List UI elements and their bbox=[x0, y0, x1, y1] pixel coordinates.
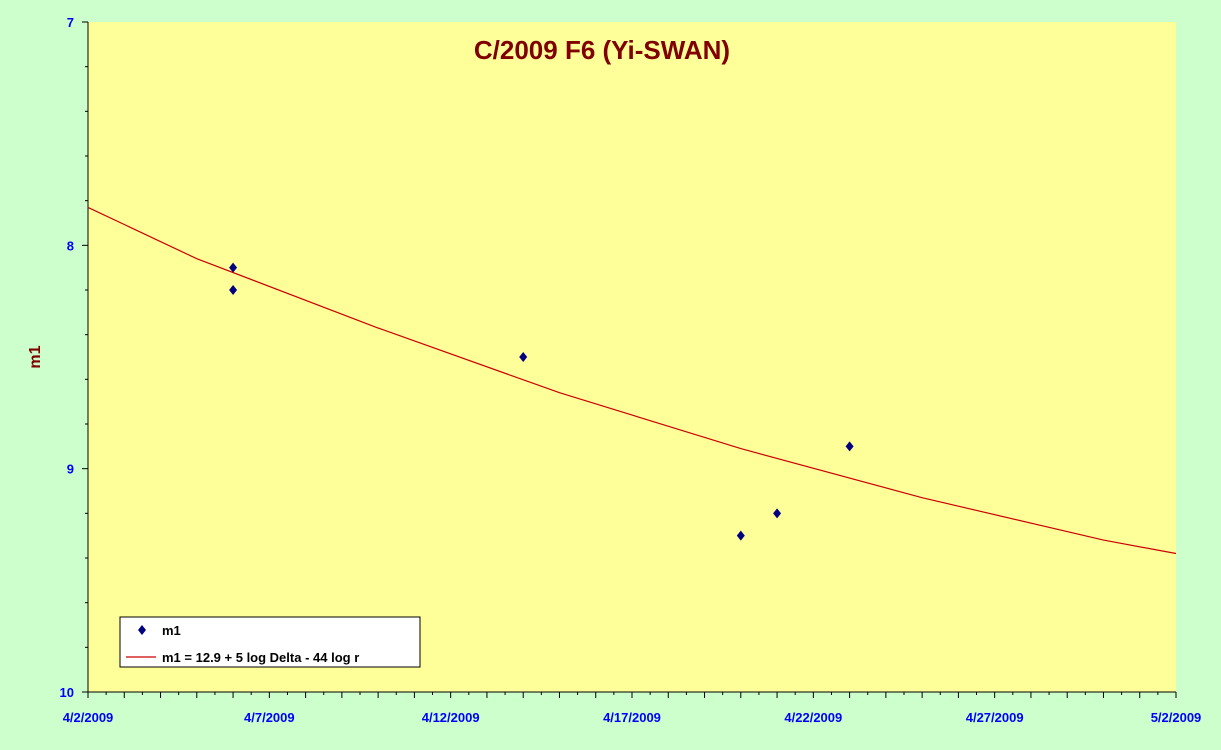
x-tick-label: 4/12/2009 bbox=[422, 710, 480, 725]
data-point-m1 bbox=[229, 262, 238, 273]
data-point-m1 bbox=[845, 441, 854, 452]
x-tick-label: 5/2/2009 bbox=[1151, 710, 1202, 725]
plot-area bbox=[88, 22, 1176, 692]
fit-curve-line bbox=[87, 206, 1177, 555]
y-tick-label: 9 bbox=[67, 462, 74, 477]
legend: m1 m1 = 12.9 + 5 log Delta - 44 log r bbox=[119, 616, 421, 668]
legend-label-series-2: m1 = 12.9 + 5 log Delta - 44 log r bbox=[162, 650, 359, 665]
axes: 7 8 9 10 4/2/2009 4/7/2009 4/12/2009 4/17/2009 4… bbox=[60, 15, 1202, 725]
data-point-m1 bbox=[519, 352, 528, 362]
y-axis-label: m1 bbox=[27, 345, 44, 368]
x-tick-label: 4/7/2009 bbox=[244, 710, 295, 725]
x-tick-label: 4/22/2009 bbox=[784, 710, 842, 725]
chart-title: C/2009 F6 (Yi-SWAN) bbox=[474, 35, 730, 65]
y-tick-label: 7 bbox=[67, 15, 74, 30]
y-tick-label: 10 bbox=[60, 685, 74, 700]
fit-curve-layer bbox=[87, 206, 1177, 555]
data-point-m1 bbox=[736, 530, 745, 541]
data-points-layer bbox=[229, 262, 854, 541]
x-tick-label: 4/2/2009 bbox=[63, 710, 114, 725]
data-point-m1 bbox=[229, 285, 238, 295]
legend-marker-diamond-icon bbox=[138, 625, 146, 635]
legend-label-series-1: m1 bbox=[162, 623, 181, 638]
legend-box bbox=[119, 616, 421, 668]
x-tick-label: 4/17/2009 bbox=[603, 710, 661, 725]
data-point-m1 bbox=[773, 508, 782, 519]
x-tick-label: 4/27/2009 bbox=[966, 710, 1024, 725]
y-tick-label: 8 bbox=[67, 238, 74, 253]
